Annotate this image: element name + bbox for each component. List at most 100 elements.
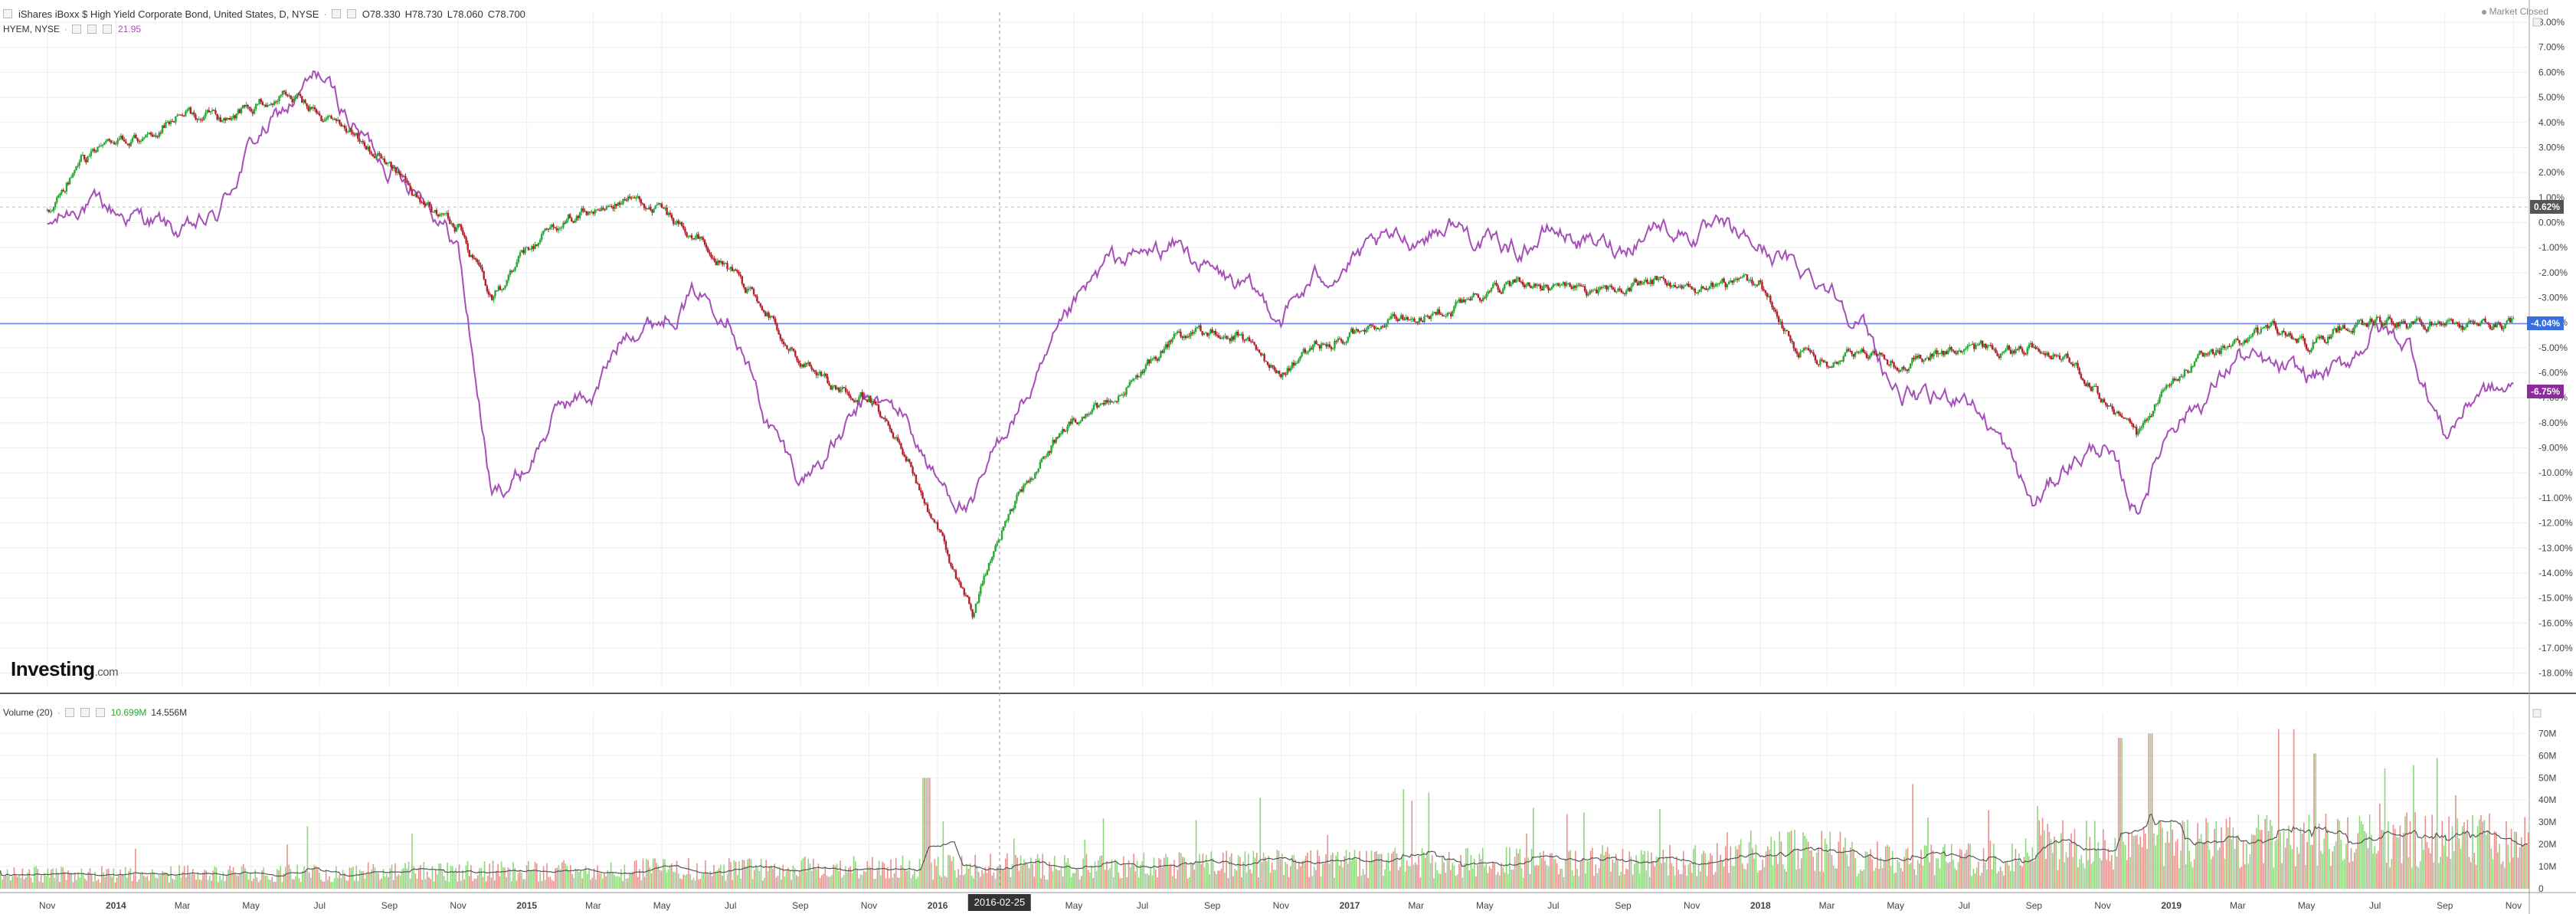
candle-body	[1050, 445, 1052, 453]
volume-bar	[681, 879, 682, 889]
candle-body	[1143, 369, 1145, 373]
candle-body	[1635, 279, 1638, 283]
volume-bar	[1588, 861, 1590, 889]
candle-body	[1743, 274, 1745, 277]
volume-settings-button[interactable]	[80, 708, 90, 717]
candle-body	[532, 246, 535, 250]
volume-bar	[1116, 862, 1118, 889]
volume-bar	[1693, 848, 1694, 889]
volume-bar	[2191, 867, 2194, 889]
volume-bar	[1497, 872, 1499, 889]
volume-bar	[1930, 844, 1933, 889]
volume-bar	[1134, 871, 1137, 889]
volume-bar	[1915, 875, 1917, 889]
candle-body	[1838, 362, 1840, 364]
compare-settings-button[interactable]	[87, 25, 97, 34]
volume-bar	[1318, 856, 1321, 889]
volume-bar	[657, 865, 660, 889]
compare-eye-button[interactable]	[72, 25, 82, 34]
volume-bar	[296, 864, 299, 889]
candle-body	[1009, 509, 1011, 515]
candle-body	[879, 411, 882, 417]
candle-body	[2116, 411, 2119, 414]
candle-body	[1539, 285, 1542, 290]
volume-bar	[1746, 863, 1749, 889]
candle-body	[2442, 323, 2444, 326]
candle-body	[2425, 329, 2428, 332]
candle-body	[2100, 398, 2103, 402]
volume-bar	[2006, 861, 2008, 889]
candle-body	[175, 116, 177, 123]
candle-body	[2327, 336, 2329, 343]
candle-body	[849, 395, 852, 398]
volume-bar	[1676, 856, 1678, 889]
candle-body	[1981, 340, 1984, 347]
candle-body	[90, 151, 93, 156]
volume-bar	[1992, 844, 1995, 889]
candle-body	[2150, 415, 2152, 417]
volume-bar	[2069, 842, 2070, 889]
volume-bar	[413, 866, 414, 889]
volume-bar	[2210, 859, 2212, 889]
legend-collapse-toggle[interactable]	[3, 9, 12, 18]
candle-body	[1921, 359, 1923, 362]
volume-bar	[1682, 850, 1684, 889]
candle-body	[2044, 353, 2047, 355]
volume-bar	[2254, 835, 2256, 889]
candle-body	[1468, 299, 1470, 300]
volume-bar	[2028, 856, 2030, 889]
volume-bar	[347, 880, 349, 889]
volume-bar	[1167, 857, 1168, 889]
candle-body	[2114, 413, 2117, 414]
volume-bar	[1234, 868, 1236, 889]
volume-bar	[2276, 839, 2278, 889]
volume-bar	[1480, 858, 1482, 889]
candle-body	[825, 373, 827, 377]
volume-bar	[694, 880, 696, 889]
volume-bar	[1606, 847, 1609, 889]
legend-settings-button[interactable]	[331, 9, 341, 18]
candle-body	[1373, 326, 1376, 329]
candle-body	[2005, 349, 2007, 352]
volume-bar	[2524, 817, 2525, 889]
volume-bar	[790, 880, 793, 889]
candle-body	[624, 198, 626, 201]
volume-bar	[2132, 835, 2135, 889]
candle-body	[1973, 343, 1975, 349]
candle-body	[1642, 283, 1644, 285]
volume-bar	[525, 865, 528, 889]
volume-close-button[interactable]	[95, 708, 105, 717]
candle-body	[2483, 318, 2485, 321]
volume-bar	[431, 866, 434, 889]
volume-bar	[490, 877, 493, 889]
x-tick-label: 2016	[928, 900, 948, 911]
volume-bar	[2015, 848, 2017, 889]
candle-body	[2491, 329, 2493, 330]
volume-bar	[816, 869, 818, 889]
volume-eye-button[interactable]	[64, 708, 74, 717]
volume-bar	[885, 878, 887, 889]
volume-bar	[1972, 868, 1975, 889]
candle-body	[582, 208, 584, 211]
volume-bar	[701, 873, 703, 889]
candle-body	[1491, 283, 1494, 288]
compare-close-button[interactable]	[103, 25, 113, 34]
volume-bar	[211, 880, 212, 889]
volume-bar	[229, 866, 231, 889]
candle-body	[547, 228, 550, 230]
volume-bar	[853, 856, 855, 889]
candle-body	[1672, 285, 1675, 287]
y-tick-label: 3.00%	[2538, 142, 2565, 152]
candle-body	[339, 120, 341, 124]
candle-body	[1854, 352, 1857, 357]
volume-bar	[2027, 852, 2028, 889]
candle-body	[1094, 403, 1097, 405]
legend-close-button[interactable]	[346, 9, 356, 18]
candle-body	[1475, 293, 1478, 295]
candle-body	[684, 228, 686, 233]
candle-body	[1419, 318, 1422, 321]
volume-bar	[319, 872, 320, 889]
candle-body	[900, 443, 902, 450]
volume-bar	[1495, 874, 1497, 889]
